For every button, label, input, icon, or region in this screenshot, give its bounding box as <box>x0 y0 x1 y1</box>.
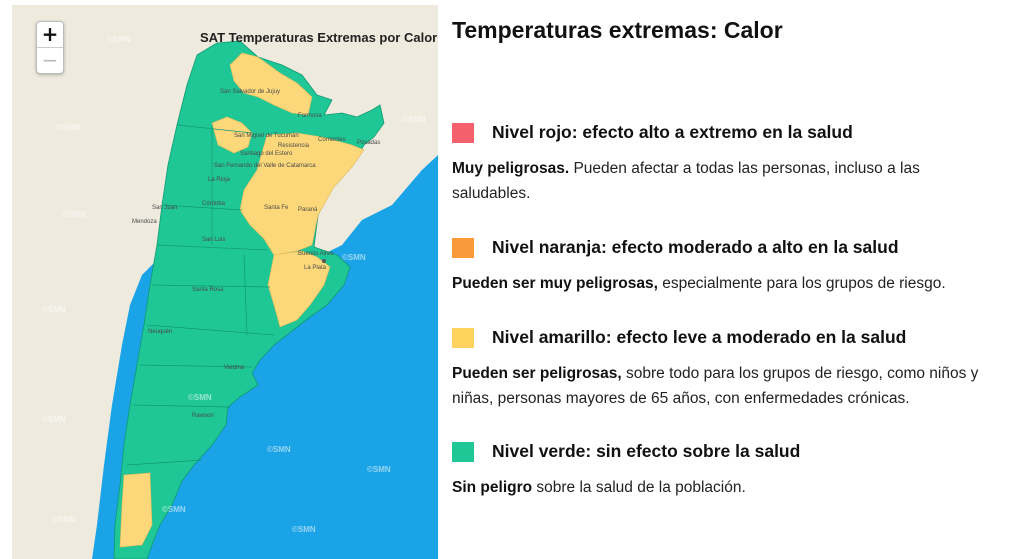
watermark: ©SMN <box>402 115 426 124</box>
swatch-green <box>452 442 474 462</box>
level-yellow: Nivel amarillo: efecto leve a moderado e… <box>452 326 1022 350</box>
desc-text: sobre todo para los grupos de riesgo, co… <box>621 365 979 382</box>
level-description: Pueden ser peligrosas, sobre todo para l… <box>452 361 1022 411</box>
level-title: Nivel verde: sin efecto sobre la salud <box>492 441 801 461</box>
city-label: Rawson <box>192 413 214 419</box>
zoom-in-button[interactable]: + <box>37 22 63 48</box>
city-label: Paraná <box>298 207 318 213</box>
city-label: Santiago del Estero <box>240 151 293 157</box>
watermark: ©SMN <box>367 465 391 474</box>
level-orange: Nivel naranja: efecto moderado a alto en… <box>452 236 1022 260</box>
city-label: Posadas <box>357 140 381 146</box>
city-label: Neuquén <box>148 329 173 335</box>
desc-bold: Pueden ser muy peligrosas, <box>452 275 658 292</box>
watermark: ©SMN <box>42 305 66 314</box>
watermark: ©SMN <box>62 210 86 219</box>
watermark: ©SMN <box>342 253 366 262</box>
level-description: Sin peligro sobre la salud de la poblaci… <box>452 475 1022 500</box>
yellow-zone-south <box>119 472 153 548</box>
level-title: Nivel amarillo: efecto leve a moderado e… <box>492 327 907 347</box>
desc-text: niñas, personas mayores de 65 años, con … <box>452 390 910 407</box>
city-label: Resistencia <box>278 143 310 149</box>
city-label: San Luis <box>202 237 226 243</box>
level-title: Nivel naranja: efecto moderado a alto en… <box>492 237 899 257</box>
city-label: Mendoza <box>132 219 157 225</box>
watermark: ©SMN <box>52 515 76 524</box>
level-green: Nivel verde: sin efecto sobre la salud <box>452 440 1022 464</box>
legend-panel: Temperaturas extremas: Calor Nivel rojo:… <box>452 0 1022 559</box>
alert-map[interactable]: + − SAT Temperaturas Extremas por Calor … <box>12 5 438 559</box>
watermark: ©SMN <box>292 525 316 534</box>
level-title: Nivel rojo: efecto alto a extremo en la … <box>492 122 853 142</box>
swatch-orange <box>452 238 474 258</box>
watermark: ©SMN <box>56 123 80 132</box>
desc-bold: Muy peligrosas. <box>452 160 570 177</box>
level-red: Nivel rojo: efecto alto a extremo en la … <box>452 121 1022 145</box>
zoom-out-button[interactable]: − <box>41 48 59 72</box>
city-label: Corrientes <box>318 137 346 143</box>
city-label: Santa Fe <box>264 205 289 211</box>
desc-bold: Sin peligro <box>452 479 533 496</box>
desc-text: especialmente para los grupos de riesgo. <box>657 275 946 292</box>
city-label: Santa Rosa <box>192 287 224 293</box>
city-label: San Fernando del Valle de Catamarca <box>214 163 316 169</box>
zoom-control: + − <box>36 21 64 74</box>
map-title: SAT Temperaturas Extremas por Calor <box>200 30 438 45</box>
desc-text: saludables. <box>452 185 531 202</box>
capital-marker <box>322 259 326 263</box>
page-title: Temperaturas extremas: Calor <box>452 17 783 43</box>
yellow-zone-tucuman <box>211 116 253 154</box>
watermark: ©SMN <box>107 35 131 44</box>
desc-text: Pueden afectar a todas las personas, inc… <box>569 160 920 177</box>
city-label: Buenos Aires <box>298 251 334 257</box>
city-label: San Miguel de Tucumán <box>234 133 299 139</box>
swatch-yellow <box>452 328 474 348</box>
city-label: Viedma <box>224 365 245 371</box>
level-description: Muy peligrosas. Pueden afectar a todas l… <box>452 156 1022 206</box>
map-canvas <box>12 5 438 559</box>
watermark: ©SMN <box>162 505 186 514</box>
city-label: La Rioja <box>208 177 231 183</box>
level-description: Pueden ser muy peligrosas, especialmente… <box>452 271 1022 296</box>
yellow-zone-buenos-aires <box>267 250 331 328</box>
city-label: San Juan <box>152 205 178 211</box>
yellow-zone-north <box>229 52 313 116</box>
city-label: La Plata <box>304 265 327 271</box>
desc-bold: Pueden ser peligrosas, <box>452 365 622 382</box>
city-label: San Salvador de Jujuy <box>220 89 281 95</box>
city-label: Córdoba <box>202 201 226 207</box>
desc-text: sobre la salud de la población. <box>532 479 746 496</box>
watermark: ©SMN <box>267 445 291 454</box>
watermark: ©SMN <box>188 393 212 402</box>
yellow-zone-center <box>239 132 365 256</box>
swatch-red <box>452 123 474 143</box>
city-label: Formosa <box>298 113 322 119</box>
province-borders <box>126 124 275 466</box>
watermark: ©SMN <box>42 415 66 424</box>
